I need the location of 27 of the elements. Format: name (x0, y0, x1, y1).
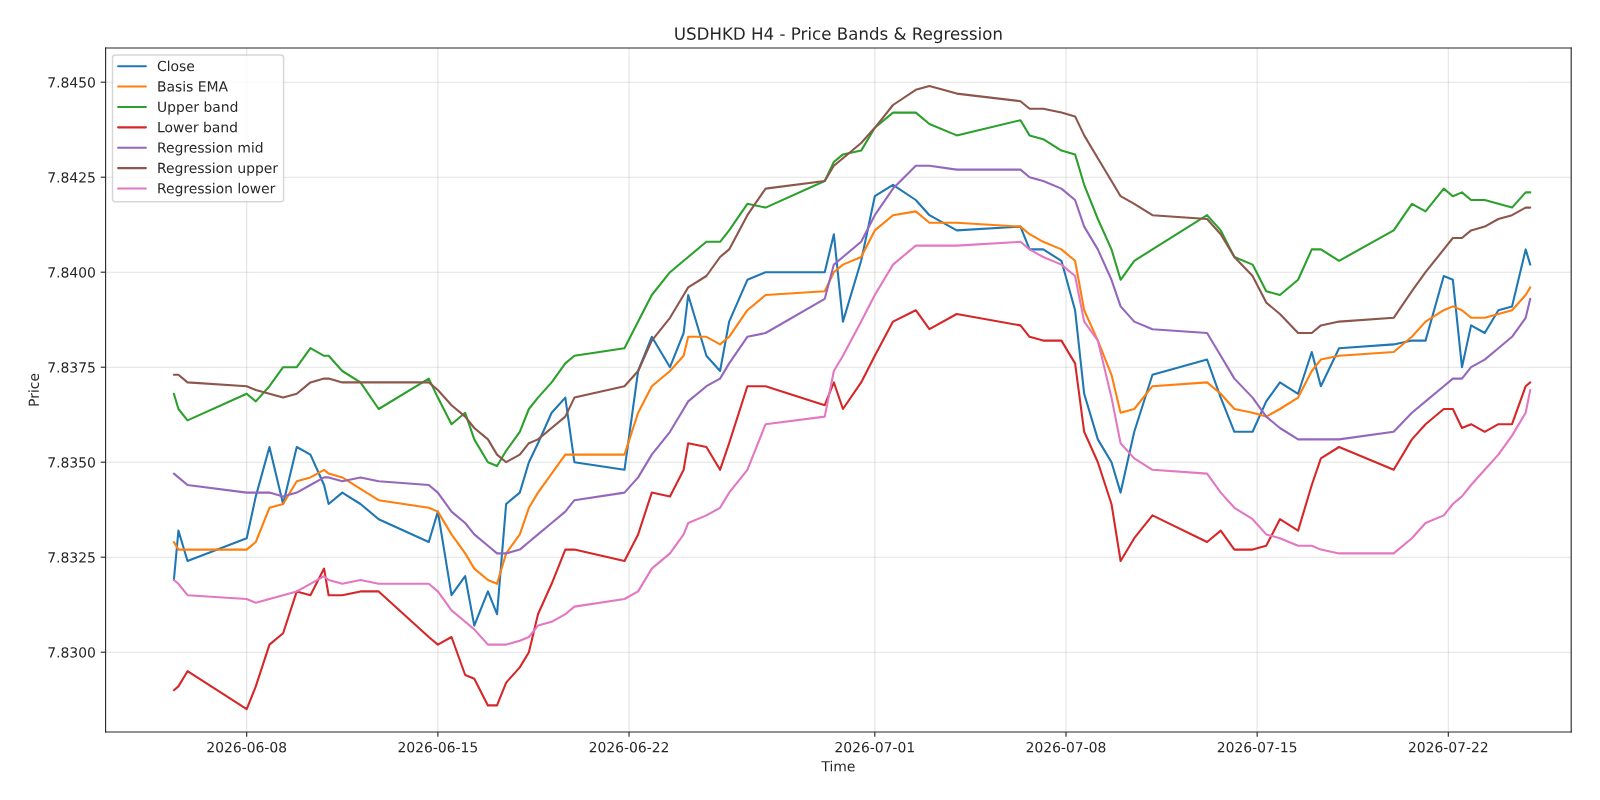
y-tick-label: 7.8350 (48, 457, 95, 468)
y-axis-title: Price (28, 373, 40, 406)
x-axis-title: Time (821, 760, 855, 772)
y-tick-label: 7.8375 (48, 362, 95, 373)
y-tick-label: 7.8400 (48, 267, 95, 278)
legend-label: Close (157, 60, 195, 72)
y-tick-label: 7.8325 (48, 552, 95, 563)
line-series (172, 240, 1532, 646)
x-tick-label: 2026-07-08 (1026, 741, 1106, 753)
x-tick-label: 2026-06-08 (207, 741, 287, 753)
x-tick-label: 2026-07-22 (1408, 741, 1488, 753)
chart-title: USDHKD H4 - Price Bands & Regression (675, 27, 1002, 44)
legend-label: Lower band (158, 121, 237, 133)
y-tick-label: 7.8425 (48, 172, 95, 183)
line-series (172, 210, 1532, 585)
legend-label: Regression mid (158, 142, 263, 156)
legend-label: Upper band (158, 101, 238, 115)
x-tick-label: 2026-06-22 (589, 741, 668, 753)
x-tick-label: 2026-06-15 (398, 741, 478, 753)
x-tick-label: 2026-07-15 (1217, 741, 1297, 753)
legend-label: Regression upper (158, 162, 279, 176)
x-tick-label: 2026-07-01 (835, 741, 914, 753)
legend-label: Regression lower (158, 182, 276, 197)
legend-label: Basis EMA (158, 80, 228, 92)
line-series (172, 309, 1532, 711)
y-tick-label: 7.8450 (48, 77, 95, 88)
y-tick-label: 7.8300 (48, 647, 95, 658)
